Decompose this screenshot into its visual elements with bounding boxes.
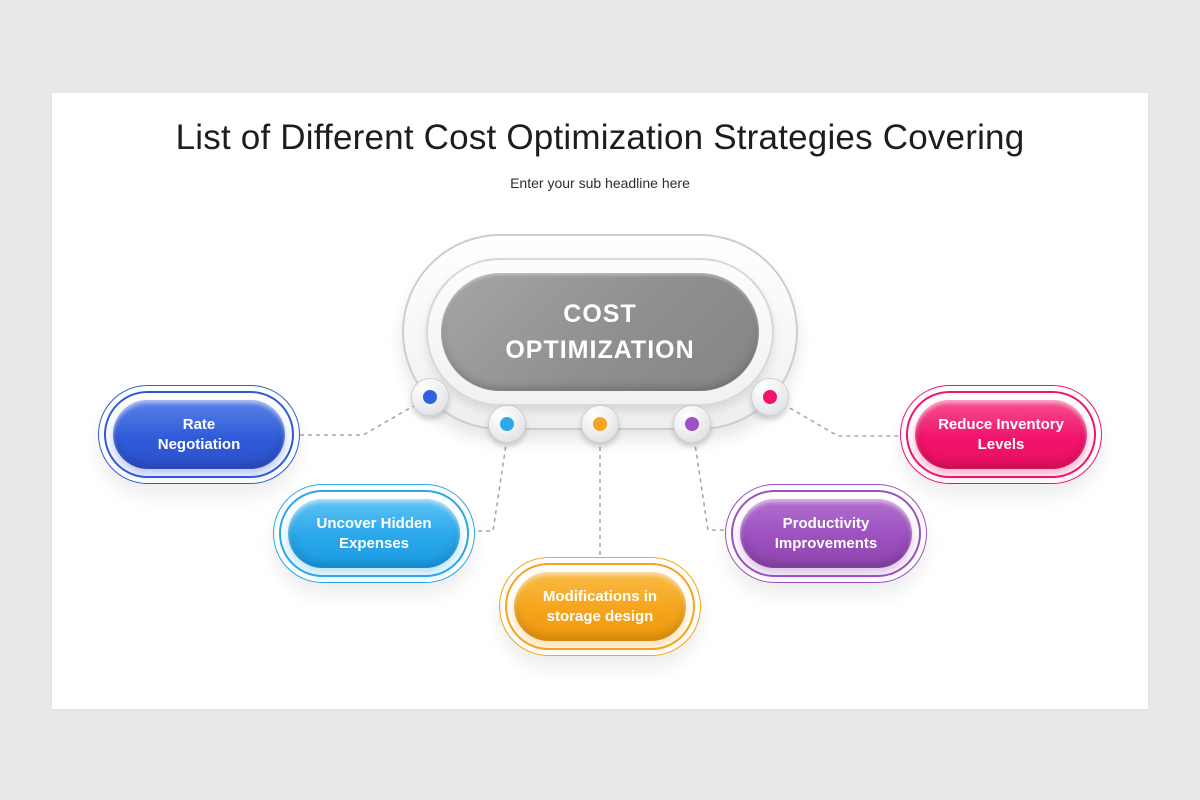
pill-ring: Reduce Inventory Levels [906,391,1096,478]
pill-uncover-hidden-expenses: Uncover Hidden Expenses [273,484,475,583]
pill-core: Rate Negotiation [113,400,285,469]
center-pill: COST OPTIMIZATION [402,234,798,430]
pill-label-line2: Negotiation [157,435,241,453]
pill-ring: Rate Negotiation [104,391,294,478]
pill-label-line1: Reduce Inventory [938,416,1064,433]
dot-icon [593,417,607,431]
pill-ring: Productivity Improvements [731,490,921,577]
pill-ring: Uncover Hidden Expenses [279,490,469,577]
pill-productivity-improvements: Productivity Improvements [725,484,927,583]
pill-label-line1: Productivity [782,515,870,532]
pill-label-line1: Rate [182,416,216,433]
pill-label-line2: Expenses [338,534,410,552]
dot-icon [685,417,699,431]
pill-ring: Modifications in storage design [505,563,695,650]
pill-core: Uncover Hidden Expenses [288,499,460,568]
pill-label-line1: Uncover Hidden [316,515,432,532]
node-dot-uncover-hidden-expenses [488,405,526,443]
node-dot-reduce-inventory-levels [751,378,789,416]
center-pill-core: COST OPTIMIZATION [441,273,759,391]
node-dot-productivity-improvements [673,405,711,443]
dot-icon [763,390,777,404]
pill-label-line2: Levels [977,435,1025,453]
pill-core: Modifications in storage design [514,572,686,641]
pill-rate-negotiation: Rate Negotiation [98,385,300,484]
page-title: List of Different Cost Optimization Stra… [175,118,1025,157]
dot-icon [423,390,437,404]
node-dot-modifications-in-storage-design [581,405,619,443]
pill-core: Productivity Improvements [740,499,912,568]
pill-modifications-in-storage-design: Modifications in storage design [499,557,701,656]
pill-label-line2: storage design [546,607,654,625]
pill-core: Reduce Inventory Levels [915,400,1087,469]
center-label-line2: OPTIMIZATION [505,336,695,364]
dot-icon [500,417,514,431]
page-subtitle: Enter your sub headline here [510,175,690,191]
center-pill-ring: COST OPTIMIZATION [426,258,774,406]
pill-reduce-inventory-levels: Reduce Inventory Levels [900,385,1102,484]
pill-label-line2: Improvements [774,534,878,552]
center-label-line1: COST [563,299,637,328]
pill-label-line1: Modifications in [542,588,658,605]
node-dot-rate-negotiation [411,378,449,416]
